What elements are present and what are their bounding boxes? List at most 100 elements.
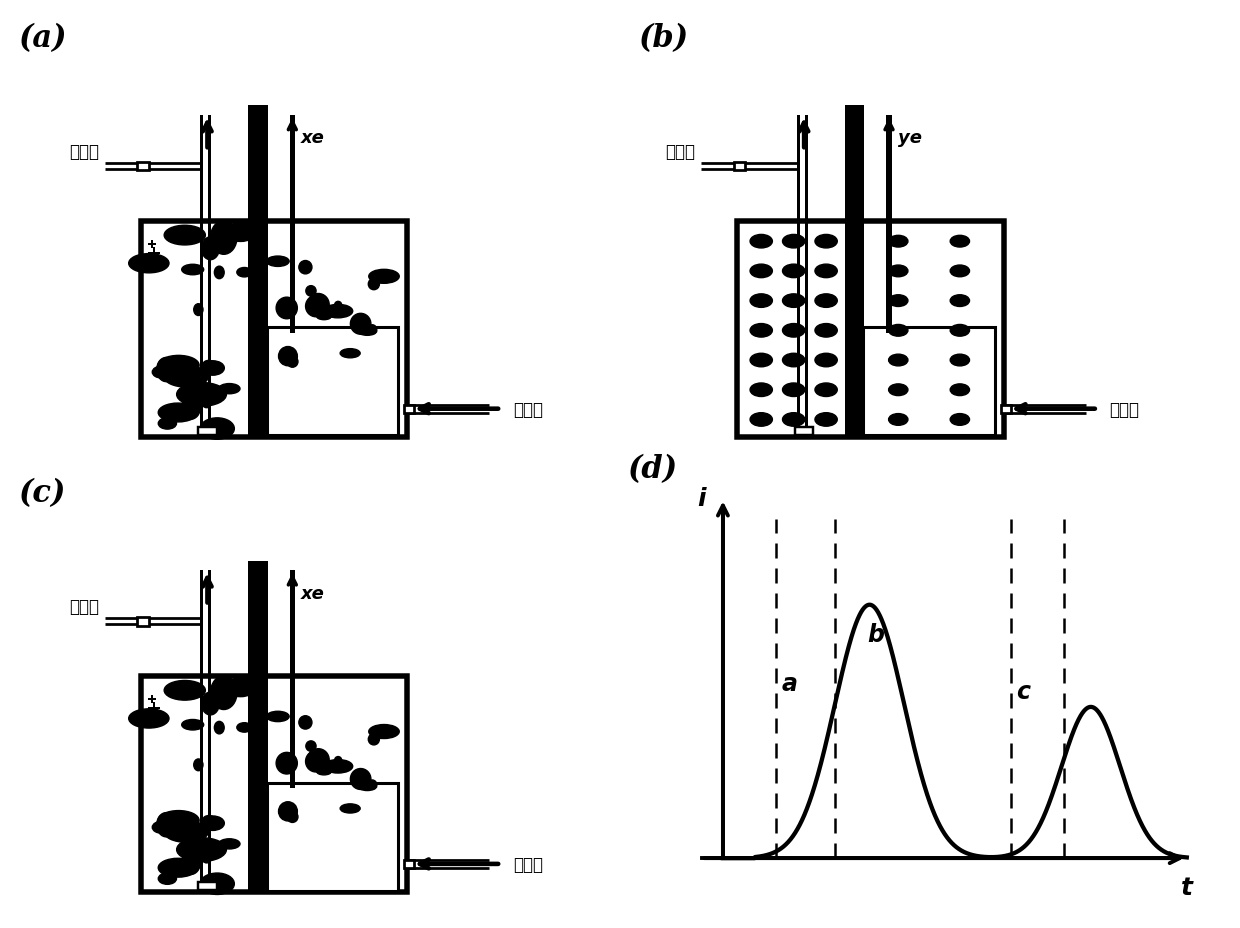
Ellipse shape bbox=[306, 287, 316, 297]
Ellipse shape bbox=[368, 279, 379, 290]
Ellipse shape bbox=[750, 294, 773, 308]
Ellipse shape bbox=[308, 749, 329, 771]
Ellipse shape bbox=[815, 324, 837, 338]
Ellipse shape bbox=[815, 294, 837, 308]
Ellipse shape bbox=[889, 295, 908, 307]
Ellipse shape bbox=[815, 413, 837, 427]
Text: 出样口: 出样口 bbox=[666, 143, 696, 161]
Ellipse shape bbox=[367, 780, 377, 790]
Ellipse shape bbox=[182, 851, 201, 874]
Ellipse shape bbox=[889, 236, 908, 248]
Bar bbox=[138, 162, 149, 171]
Bar bbox=[844, 107, 864, 440]
Ellipse shape bbox=[218, 839, 241, 849]
Text: 进样口: 进样口 bbox=[512, 400, 543, 419]
Ellipse shape bbox=[176, 838, 227, 861]
Ellipse shape bbox=[267, 257, 289, 267]
Ellipse shape bbox=[201, 816, 224, 831]
Ellipse shape bbox=[950, 414, 970, 426]
Ellipse shape bbox=[782, 264, 805, 278]
Bar bbox=[738, 222, 1004, 437]
Ellipse shape bbox=[277, 298, 298, 319]
Ellipse shape bbox=[950, 354, 970, 367]
Bar bbox=[200, 116, 203, 437]
Bar bbox=[1001, 406, 1011, 413]
Ellipse shape bbox=[164, 681, 206, 701]
Ellipse shape bbox=[889, 354, 908, 367]
Ellipse shape bbox=[750, 324, 773, 338]
Ellipse shape bbox=[889, 265, 908, 277]
Ellipse shape bbox=[782, 235, 805, 249]
Ellipse shape bbox=[164, 367, 208, 388]
Bar bbox=[208, 116, 211, 437]
Ellipse shape bbox=[358, 782, 377, 791]
Ellipse shape bbox=[324, 305, 352, 318]
Bar bbox=[208, 571, 211, 892]
Ellipse shape bbox=[193, 304, 203, 316]
Ellipse shape bbox=[316, 768, 331, 775]
Ellipse shape bbox=[368, 725, 399, 739]
Ellipse shape bbox=[159, 858, 197, 877]
Ellipse shape bbox=[279, 347, 298, 367]
Ellipse shape bbox=[950, 384, 970, 396]
Ellipse shape bbox=[157, 356, 200, 376]
Text: a: a bbox=[781, 671, 797, 695]
Ellipse shape bbox=[324, 760, 352, 773]
Text: 出样口: 出样口 bbox=[69, 598, 99, 615]
Ellipse shape bbox=[750, 264, 773, 278]
Bar bbox=[404, 406, 414, 413]
Ellipse shape bbox=[286, 356, 298, 367]
Bar bbox=[797, 116, 800, 437]
Ellipse shape bbox=[782, 324, 805, 338]
Ellipse shape bbox=[159, 404, 197, 422]
Ellipse shape bbox=[815, 235, 837, 249]
Ellipse shape bbox=[335, 302, 342, 309]
Ellipse shape bbox=[200, 419, 234, 440]
Ellipse shape bbox=[358, 328, 377, 336]
Ellipse shape bbox=[305, 751, 326, 772]
Ellipse shape bbox=[237, 268, 252, 277]
Ellipse shape bbox=[226, 678, 255, 697]
Bar bbox=[138, 617, 149, 625]
Ellipse shape bbox=[889, 325, 908, 337]
Ellipse shape bbox=[159, 419, 176, 430]
Ellipse shape bbox=[950, 295, 970, 307]
Ellipse shape bbox=[335, 756, 342, 764]
Ellipse shape bbox=[950, 325, 970, 337]
Bar bbox=[140, 677, 407, 892]
Bar bbox=[805, 116, 808, 437]
Text: xe: xe bbox=[301, 584, 325, 602]
Ellipse shape bbox=[129, 254, 169, 274]
Ellipse shape bbox=[156, 358, 176, 382]
Ellipse shape bbox=[182, 396, 201, 419]
Ellipse shape bbox=[182, 265, 203, 276]
Bar bbox=[290, 116, 295, 334]
Bar bbox=[290, 571, 295, 789]
Text: 出样口: 出样口 bbox=[69, 143, 99, 161]
Bar bbox=[887, 116, 892, 334]
Ellipse shape bbox=[174, 363, 192, 387]
Ellipse shape bbox=[203, 361, 215, 368]
Bar bbox=[267, 783, 398, 891]
Ellipse shape bbox=[174, 818, 192, 842]
Ellipse shape bbox=[203, 816, 215, 823]
Bar bbox=[198, 883, 217, 890]
Bar bbox=[248, 561, 268, 895]
Ellipse shape bbox=[267, 712, 289, 722]
Ellipse shape bbox=[950, 265, 970, 277]
Ellipse shape bbox=[340, 349, 360, 358]
Text: (a): (a) bbox=[19, 23, 67, 54]
Text: (d): (d) bbox=[627, 454, 677, 485]
Ellipse shape bbox=[153, 367, 171, 379]
Text: (b): (b) bbox=[639, 23, 688, 54]
Bar bbox=[404, 860, 414, 868]
Ellipse shape bbox=[211, 676, 237, 710]
Ellipse shape bbox=[815, 264, 837, 278]
Text: (c): (c) bbox=[19, 478, 66, 509]
Ellipse shape bbox=[164, 226, 206, 246]
Ellipse shape bbox=[815, 354, 837, 367]
Bar bbox=[734, 162, 745, 171]
Ellipse shape bbox=[164, 821, 208, 843]
Ellipse shape bbox=[200, 873, 234, 895]
Ellipse shape bbox=[201, 361, 224, 376]
